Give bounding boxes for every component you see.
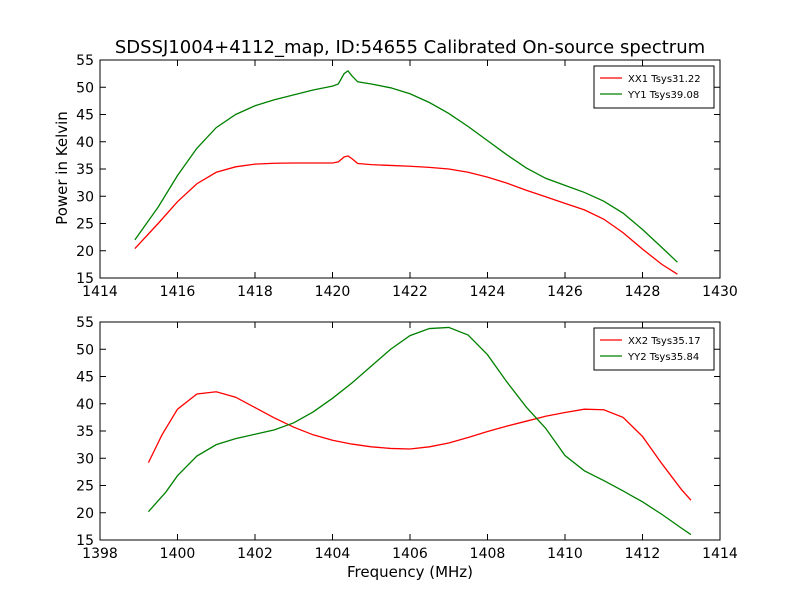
top-x-tick-label: 1420: [315, 284, 351, 300]
top-x-tick-label: 1430: [702, 284, 738, 300]
top-y-tick-label: 35: [76, 162, 94, 178]
bottom-series-line-1: [147, 391, 692, 501]
bottom-x-tick-label: 1412: [625, 546, 661, 562]
top-legend-box: [593, 65, 715, 109]
top-x-tick-label: 1424: [470, 284, 506, 300]
bottom-y-tick-label: 15: [76, 533, 94, 549]
top-series-line-1: [134, 155, 678, 275]
bottom-y-tick-label: 45: [76, 370, 94, 386]
bottom-x-tick-label: 1398: [82, 546, 118, 562]
top-y-tick-label: 30: [76, 189, 94, 205]
bottom-y-tick-label: 50: [76, 342, 94, 358]
top-y-tick-label: 25: [76, 217, 94, 233]
top-x-tick-label: 1416: [160, 284, 196, 300]
top-y-tick-label: 40: [76, 135, 94, 151]
bottom-legend-box: [593, 327, 715, 371]
bottom-y-tick-label: 55: [76, 315, 94, 331]
top-legend-label: XX1 Tsys31.22: [628, 74, 701, 85]
figure-title: SDSSJ1004+4112_map, ID:54655 Calibrated …: [115, 37, 705, 58]
top-x-tick-label: 1422: [392, 284, 428, 300]
top-plot-panel: 1414 1416 1418 1420 1422 1424 1426 1428 1430 15 20…: [76, 53, 738, 300]
bottom-x-tick-label: 1400: [160, 546, 196, 562]
top-y-tick-label: 15: [76, 271, 94, 287]
bottom-legend-label: YY2 Tsys35.84: [627, 352, 699, 363]
bottom-y-tick-label: 30: [76, 451, 94, 467]
bottom-series-line-2: [147, 326, 692, 536]
bottom-x-tick-label: 1414: [702, 546, 738, 562]
top-series-line-2: [134, 70, 678, 263]
top-legend-label: YY1 Tsys39.08: [627, 90, 699, 101]
top-y-tick-label: 45: [76, 108, 94, 124]
bottom-x-tick-label: 1408: [470, 546, 506, 562]
bottom-x-tick-label: 1406: [392, 546, 428, 562]
bottom-plot-panel: 1398 1400 1402 1404 1406 1408 1410 1412 1414 15 20…: [76, 315, 738, 562]
top-legend: XX1 Tsys31.22 YY1 Tsys39.08: [593, 65, 715, 109]
bottom-x-tick-label: 1410: [547, 546, 583, 562]
top-x-tick-label: 1428: [625, 284, 661, 300]
bottom-y-tick-label: 40: [76, 397, 94, 413]
x-axis-label: Frequency (MHz): [347, 563, 473, 581]
top-y-tick-label: 55: [76, 53, 94, 69]
y-axis-label: Power in Kelvin: [53, 111, 71, 225]
top-y-tick-label: 20: [76, 244, 94, 260]
top-x-tick-label: 1414: [82, 284, 118, 300]
bottom-legend: XX2 Tsys35.17 YY2 Tsys35.84: [593, 327, 715, 371]
bottom-y-tick-label: 35: [76, 424, 94, 440]
top-y-tick-label: 50: [76, 80, 94, 96]
top-x-tick-label: 1426: [547, 284, 583, 300]
bottom-x-tick-label: 1404: [315, 546, 351, 562]
bottom-y-tick-label: 20: [76, 506, 94, 522]
top-x-tick-label: 1418: [237, 284, 273, 300]
bottom-x-tick-label: 1402: [237, 546, 273, 562]
bottom-legend-label: XX2 Tsys35.17: [628, 336, 701, 347]
bottom-y-tick-label: 25: [76, 479, 94, 495]
